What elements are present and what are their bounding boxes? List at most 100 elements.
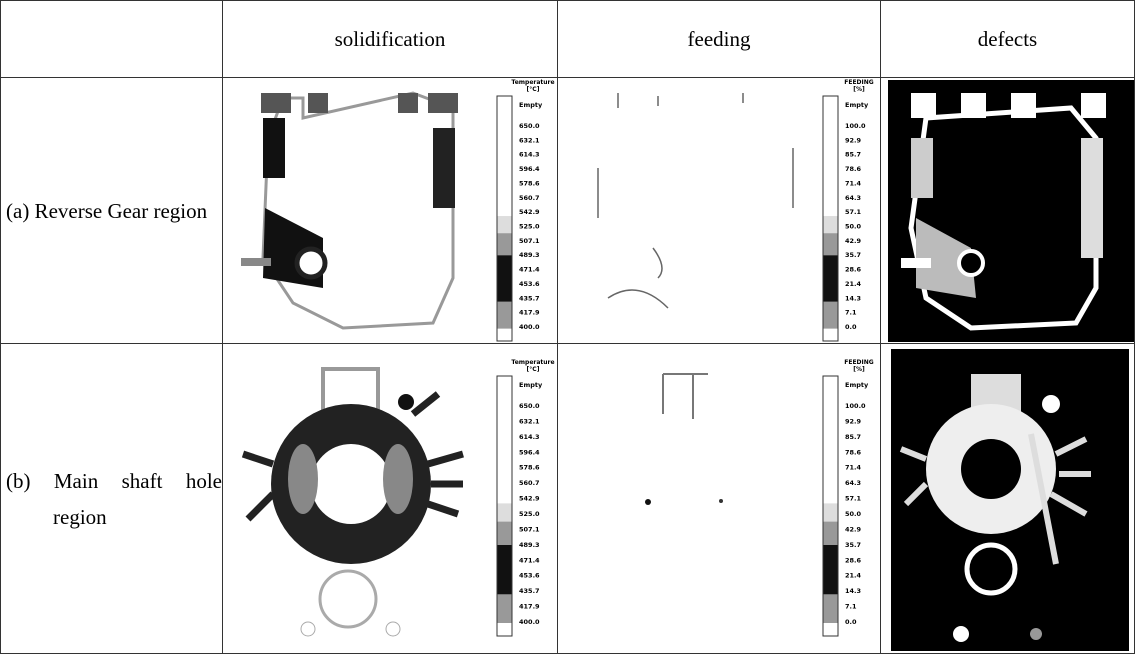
legend-label: 28.6	[845, 266, 862, 274]
column-header: defects	[880, 0, 1135, 78]
legend-label: 64.3	[845, 194, 861, 202]
legend-label: 525.0	[519, 223, 540, 231]
legend-label: 471.4	[519, 266, 540, 274]
legend-title: Temperature	[511, 79, 554, 86]
column-header: feeding	[557, 0, 881, 78]
colorbar-segment	[497, 216, 512, 234]
legend-label: 50.0	[845, 510, 862, 518]
legend-label: 578.6	[519, 179, 540, 187]
legend-label: 7.1	[845, 309, 857, 317]
solidification-image: Temperature[°C] Empty 650.0 632.1 614.3 596.4…	[241, 79, 555, 342]
colorbar-segment	[823, 545, 838, 595]
colorbar-segment	[823, 96, 838, 217]
legend-label: 435.7	[519, 587, 540, 595]
legend-label: 71.4	[845, 179, 862, 187]
legend-label: Empty	[845, 101, 869, 109]
legend-label: 0.0	[845, 618, 857, 626]
colorbar-segment	[823, 216, 838, 234]
legend-label: 35.7	[845, 541, 861, 549]
legend-label: 100.0	[845, 122, 866, 130]
legend-label: 92.9	[845, 136, 862, 144]
colorbar-frame	[496, 95, 513, 342]
solidification-cell: Temperature [°C] Empty 650.0 632.1 614.3 596.4…	[222, 77, 558, 344]
row-label: (b) Main shaft hole region	[0, 343, 223, 654]
colorbar-segment	[823, 376, 838, 504]
colorbar-segment	[823, 521, 838, 545]
solidification-cell: Temperature [°C] Empty 650.0 632.1 614.3 596.4…	[222, 343, 558, 654]
legend-label: 632.1	[519, 417, 540, 425]
header-row: solidification feeding defects	[0, 0, 1135, 78]
legend-title: FEEDING	[844, 79, 874, 86]
legend-unit: [°C]	[527, 86, 540, 93]
legend-label: 614.3	[519, 433, 540, 441]
legend-title: Temperature	[511, 359, 554, 366]
colorbar-segment	[823, 255, 838, 302]
legend-label: 7.1	[845, 603, 857, 611]
legend-label: 650.0	[519, 402, 540, 410]
legend-label: 435.7	[519, 294, 540, 302]
legend-label: 85.7	[845, 151, 861, 159]
legend-label: 542.9	[519, 208, 540, 216]
colorbar-segment	[497, 376, 512, 504]
feeding-image: FEEDING[%] Empty 100.0 92.9 85.7 78.6 71.4 64.3…	[597, 79, 874, 342]
legend-label: 57.1	[845, 208, 862, 216]
defects-cell	[880, 343, 1135, 654]
legend-label: 560.7	[519, 479, 540, 487]
legend-label: 632.1	[519, 136, 540, 144]
defects-cell	[880, 77, 1135, 344]
legend-label: 400.0	[519, 618, 540, 626]
legend-label: Empty	[519, 381, 543, 389]
legend-label: 489.3	[519, 541, 540, 549]
legend-label: 28.6	[845, 556, 862, 564]
corner-cell	[0, 0, 223, 78]
legend-label: 578.6	[519, 464, 540, 472]
legend-label: 21.4	[845, 572, 862, 580]
defects-image	[891, 349, 1129, 651]
legend-label: Empty	[845, 381, 869, 389]
legend-label: 78.6	[845, 448, 862, 456]
colorbar-segment	[497, 521, 512, 545]
legend-label: 0.0	[845, 323, 857, 331]
colorbar-segment	[823, 503, 838, 522]
colorbar-segment	[823, 594, 838, 623]
legend-unit: [%]	[853, 366, 865, 373]
legend-label: 57.1	[845, 495, 862, 503]
colorbar-segment	[823, 328, 838, 341]
colorbar-segment	[823, 623, 838, 636]
legend-label: 78.6	[845, 165, 862, 173]
legend-label: 507.1	[519, 525, 540, 533]
solidification-image: Temperature[°C] Empty 650.0 632.1 614.3 596.4…	[241, 359, 555, 637]
colorbar-segment	[497, 328, 512, 341]
row: (b) Main shaft hole region Temperature [°…	[0, 343, 1135, 654]
colorbar-segment	[497, 255, 512, 302]
legend-label: 64.3	[845, 479, 861, 487]
feeding-cell: FEEDING [%] Empty 100.0 92.9 85.7 78.6 71.4 64.3…	[557, 343, 881, 654]
colorbar-frame	[496, 375, 513, 637]
legend-label: 21.4	[845, 280, 862, 288]
legend-label: 14.3	[845, 294, 861, 302]
legend-label: Empty	[519, 101, 543, 109]
colorbar-segment	[497, 301, 512, 329]
column-header: solidification	[222, 0, 558, 78]
legend-label: 596.4	[519, 448, 540, 456]
colorbar-segment	[823, 301, 838, 329]
legend-label: 542.9	[519, 495, 540, 503]
legend-label: 560.7	[519, 194, 540, 202]
colorbar-segment	[497, 503, 512, 522]
feeding-cell: FEEDING [%] Empty 100.0 92.9 85.7 78.6 71.4 64.3…	[557, 77, 881, 344]
feeding-image: FEEDING[%] Empty 100.0 92.9 85.7 78.6 71.4 64.3…	[645, 359, 874, 637]
legend-label: 417.9	[519, 309, 540, 317]
colorbar-segment	[497, 233, 512, 256]
legend-title: FEEDING	[844, 359, 874, 366]
legend-label: 92.9	[845, 417, 862, 425]
row-label: (a) Reverse Gear region	[0, 77, 223, 344]
legend-label: 489.3	[519, 251, 540, 259]
legend-label: 596.4	[519, 165, 540, 173]
legend-label: 614.3	[519, 151, 540, 159]
legend-label: 400.0	[519, 323, 540, 331]
colorbar-segment	[497, 623, 512, 636]
legend-label: 507.1	[519, 237, 540, 245]
defects-image	[888, 80, 1134, 342]
colorbar-segment	[823, 233, 838, 256]
